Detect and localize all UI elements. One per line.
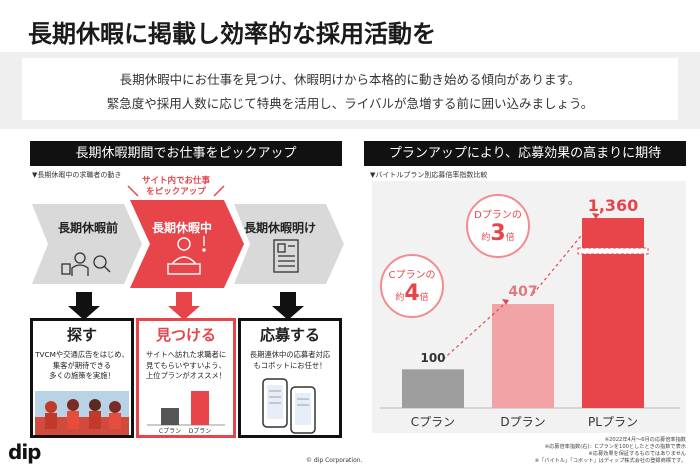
right-section-heading: プランアップにより、応募効果の高まりに期待	[364, 141, 686, 166]
bar-Cプラン	[402, 369, 464, 408]
callout-text: サイト内でお仕事 をピックアップ	[134, 176, 218, 198]
mini-plan-chart: Cプラン Dプラン	[147, 391, 225, 435]
left-caption: ▼長期休暇中の求職者の動き	[32, 171, 122, 179]
footnote-2: ※応募倍率指数(右)：Cプランを100としたときの指数で表示	[544, 444, 686, 450]
mini-bar-label: Cプラン	[159, 428, 181, 435]
bubble-d-plan: Dプランの 約3倍	[466, 194, 530, 258]
bar-category-label: Dプラン	[500, 415, 546, 429]
footnote-1: ※2022年4月〜6月の応募倍率指数	[604, 437, 686, 443]
bar-PLプラン	[582, 218, 644, 408]
campaign-photo	[35, 391, 129, 435]
chevron-after	[234, 204, 344, 284]
bubble-c-prefix: 約	[395, 293, 405, 303]
trend-arrow	[532, 213, 600, 295]
bar-value-label: 407	[508, 284, 538, 301]
copyright: © dip Corporation.	[306, 457, 363, 464]
bar-category-label: Cプラン	[410, 415, 456, 429]
bubble-c-suffix: 倍	[419, 293, 429, 303]
footnote-3: ※応募効果を保証するものではありません	[588, 451, 686, 457]
stage-desc-find: サイトへ訪れた求職者に 見てもらいやすいよう、 上位プランがオススメ！	[141, 350, 231, 382]
bar-value-label: 100	[420, 351, 446, 366]
bubble-c-line1: Cプランの	[388, 270, 436, 281]
stage-desc-search: TVCMや交通広告をはじめ、 集客が期待できる 多くの施策を実施！	[35, 350, 129, 382]
phase-label-before: 長期休暇前	[58, 221, 119, 235]
right-caption: ▼バイトルプラン別応募倍率指数比較	[370, 171, 488, 179]
smartphone-icons	[262, 378, 316, 434]
bubble-d-line1: Dプランの	[474, 210, 522, 221]
bar-Dプラン	[492, 304, 554, 408]
stage-desc-find-1: サイトへ訪れた求職者に	[145, 350, 227, 359]
down-arrow-1	[68, 292, 100, 320]
footnotes: ※2022年4月〜6月の応募倍率指数 ※応募倍率指数(右)：Cプランを100とし…	[535, 437, 686, 465]
stage-desc-find-3: 上位プランがオススメ！	[145, 371, 227, 380]
intro-line-1: 長期休暇中にお仕事を見つけ、休暇明けから本格的に動き始める傾向があります。	[119, 72, 581, 87]
search-people-icon	[61, 252, 111, 276]
stage-desc-search-1: TVCMや交通広告をはじめ、	[35, 350, 129, 359]
stage-box-find: 見つける サイトへ訪れた求職者に 見てもらいやすいよう、 上位プランがオススメ！…	[136, 318, 236, 438]
left-section-heading: 長期休暇期間でお仕事をピックアップ	[30, 141, 342, 166]
stage-title-find: 見つける	[155, 326, 216, 344]
stage-desc-search-3: 多くの施策を実施！	[49, 371, 115, 380]
stage-title-search: 探す	[66, 326, 97, 344]
bubble-c-number: 4	[404, 281, 420, 306]
chevron-during	[130, 200, 244, 288]
stage-desc-find-2: 見てもらいやすいよう、	[146, 360, 226, 370]
stage-title-apply: 応募する	[259, 326, 320, 344]
stage-desc-apply-1: 長期連休中の応募者対応	[249, 350, 331, 359]
stage-desc-search-2: 集客が期待できる	[52, 360, 112, 370]
mini-bar-Cプラン	[161, 408, 179, 425]
intro-box: 長期休暇中にお仕事を見つけ、休暇明けから本格的に動き始める傾向があります。 緊急…	[22, 58, 678, 120]
bar-category-label: PLプラン	[588, 415, 638, 429]
footnote-4: ※「バイトル」「コボット」はディップ株式会社の登録商標です。	[534, 458, 686, 464]
phase-label-during: 長期休暇中	[152, 221, 213, 235]
mini-bar-Dプラン	[191, 391, 209, 425]
intro-line-2: 緊急度や採用人数に応じて特典を活用し、ライバルが急増する前に囲い込みましょう。	[106, 96, 594, 111]
application-form-icon	[273, 239, 299, 273]
dip-logo: dip	[8, 440, 41, 464]
axis-break-mark	[577, 247, 649, 255]
bubble-d-suffix: 倍	[505, 233, 515, 243]
bubble-d-prefix: 約	[481, 233, 491, 243]
down-arrow-3	[272, 292, 304, 320]
callout-line-1: サイト内でお仕事	[141, 176, 210, 186]
stage-box-search: 探す TVCMや交通広告をはじめ、 集客が期待できる 多くの施策を実施！	[30, 318, 134, 438]
phase-label-after: 長期休暇明け	[244, 221, 317, 235]
callout-line-2: をピックアップ	[146, 187, 206, 197]
stage-box-apply: 応募する 長期連休中の応募者対応 もコボットにお任せ！	[238, 318, 342, 438]
down-arrow-2	[168, 292, 200, 320]
page-title: 長期休暇に掲載し効率的な採用活動を	[28, 20, 436, 48]
chevron-before	[32, 204, 142, 284]
mini-bar-label: Dプラン	[189, 428, 212, 435]
stage-desc-apply-2: もコボットにお任せ！	[253, 360, 327, 370]
bubble-d-number: 3	[490, 221, 506, 246]
stage-desc-apply: 長期連休中の応募者対応 もコボットにお任せ！	[243, 350, 337, 371]
bar-value-label: 1,360	[587, 196, 639, 215]
person-desk-icon	[167, 236, 206, 275]
bubble-c-plan: Cプランの 約4倍	[380, 254, 444, 318]
